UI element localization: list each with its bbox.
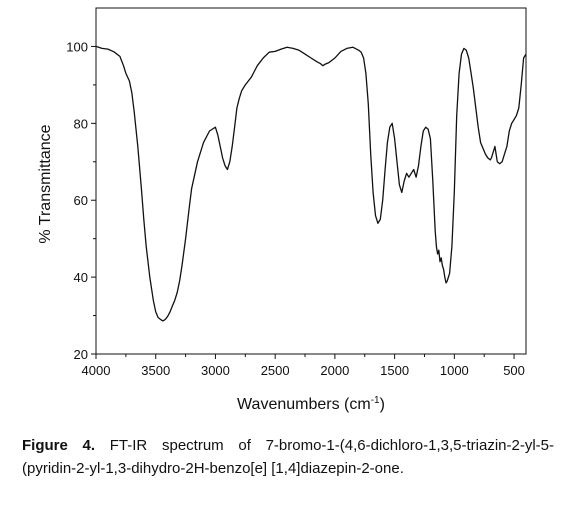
caption-text: FT-IR spectrum of 7-bromo-1-(4,6-dichlor… [22, 437, 555, 477]
x-tick-label: 4000 [82, 363, 111, 378]
y-axis-title: % Transmittance [37, 124, 54, 243]
x-axis: 4000 3500 3000 2500 2000 1500 1000 500 [82, 354, 525, 378]
ftir-chart: 4000 3500 3000 2500 2000 1500 1000 500 20 40 60 80… [37, 7, 527, 413]
x-tick-label: 2000 [320, 363, 349, 378]
plot-frame [95, 7, 527, 355]
x-tick-label: 500 [503, 363, 525, 378]
y-tick-label: 100 [66, 39, 88, 54]
plot-area [95, 7, 527, 355]
x-tick-label: 3000 [201, 363, 230, 378]
y-tick-label: 20 [74, 347, 88, 362]
x-tick-label: 1500 [380, 363, 409, 378]
y-tick-label: 40 [74, 270, 88, 285]
figure-caption: Figure 4. FT-IR spectrum of 7-bromo-1-(4… [22, 434, 554, 480]
x-tick-label: 3500 [141, 363, 170, 378]
x-tick-label: 2500 [261, 363, 290, 378]
y-tick-label: 80 [74, 116, 88, 131]
x-axis-title: Wavenumbers (cm-1) [237, 395, 385, 413]
spectrum-line-0 [95, 45, 527, 322]
y-axis: 20 40 60 80 100 [66, 39, 96, 362]
x-tick-label: 1000 [440, 363, 469, 378]
figure-label: Figure 4. [22, 437, 96, 454]
y-tick-label: 60 [74, 193, 88, 208]
